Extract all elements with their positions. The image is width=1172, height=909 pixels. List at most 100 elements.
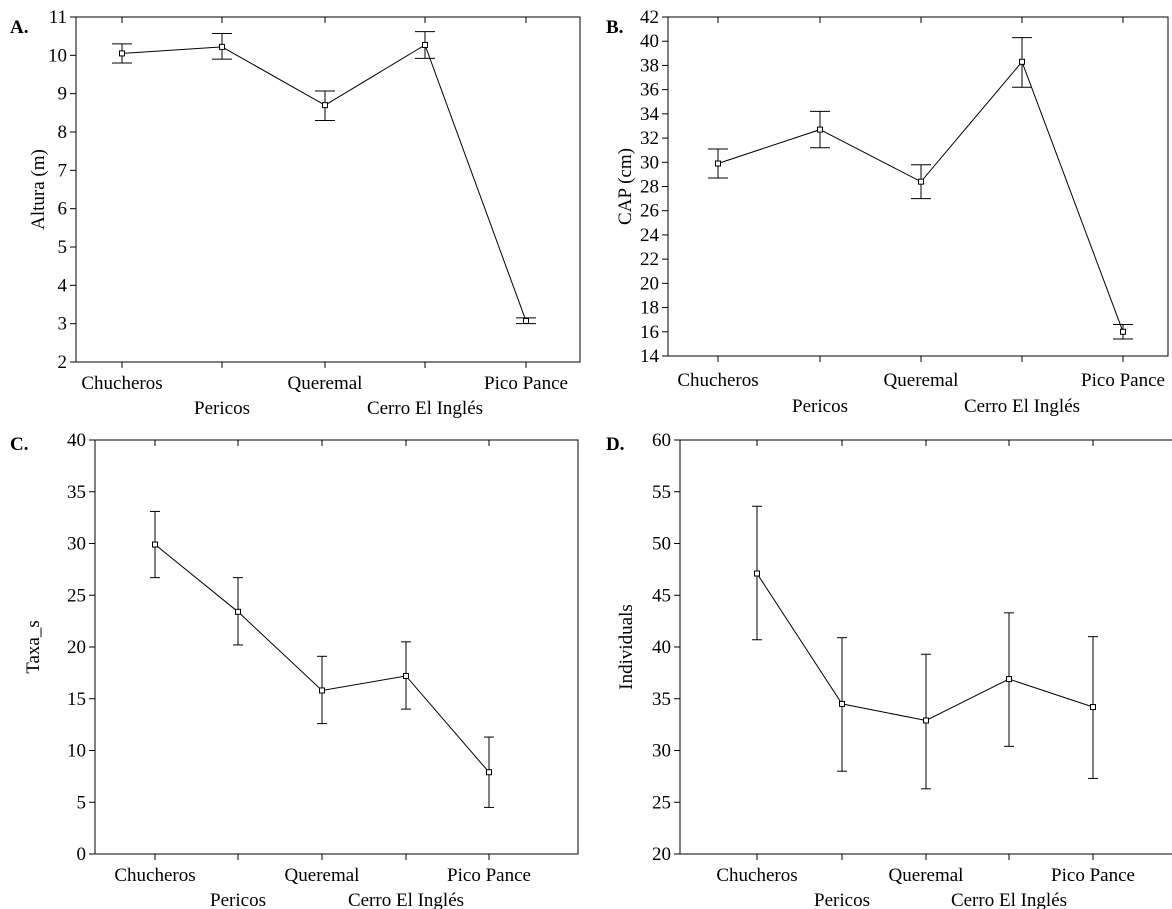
- y-tick-label: 30: [652, 741, 671, 762]
- y-tick-label: 25: [652, 792, 671, 813]
- y-tick-label: 40: [652, 637, 671, 658]
- y-tick-label: 34: [640, 104, 660, 125]
- x-category-label: Cerro El Inglés: [964, 396, 1080, 417]
- x-category-label: Cerro El Inglés: [367, 398, 483, 419]
- y-axis-title: Taxa_s: [23, 620, 44, 674]
- x-category-label: Chucheros: [114, 865, 195, 886]
- x-category-label: Cerro El Inglés: [348, 890, 464, 909]
- x-category-label: Cerro El Inglés: [951, 890, 1067, 909]
- y-tick-label: 35: [67, 482, 86, 503]
- y-tick-label: 10: [67, 741, 86, 762]
- y-tick-label: 50: [652, 534, 671, 555]
- y-tick-label: 40: [67, 430, 86, 451]
- data-point: [486, 769, 492, 776]
- y-tick-label: 35: [652, 689, 671, 710]
- x-category-label: Queremal: [889, 865, 964, 886]
- data-point: [1090, 704, 1096, 711]
- plot-frame: [679, 439, 1172, 855]
- chart-panel-1: A. 2 3 4 5 6 7 8 9 10 11 Chucheros Pericos QueremalCe…: [10, 7, 581, 419]
- y-tick-label: 20: [652, 844, 671, 865]
- y-tick-label: 14: [640, 346, 660, 367]
- panel-letter: D.: [606, 434, 624, 455]
- y-tick-label: 45: [652, 585, 671, 606]
- y-tick-label: 20: [67, 637, 86, 658]
- y-tick-label: 18: [640, 298, 659, 319]
- data-point: [322, 102, 328, 109]
- series-line: [756, 573, 1094, 722]
- y-axis-title: Altura (m): [28, 149, 49, 230]
- x-category-label: Queremal: [285, 865, 360, 886]
- y-tick-label: 22: [640, 249, 659, 270]
- y-tick-label: 42: [640, 7, 659, 28]
- y-tick-label: 40: [640, 31, 659, 52]
- x-category-label: Pericos: [194, 398, 250, 419]
- x-category-label: Pericos: [814, 890, 870, 909]
- data-point: [1006, 676, 1012, 683]
- y-tick-label: 5: [58, 237, 68, 258]
- x-category-label: Pico Pance: [1081, 370, 1165, 391]
- x-category-label: Queremal: [884, 370, 959, 391]
- y-tick-label: 6: [58, 199, 68, 220]
- x-category-label: Queremal: [288, 373, 363, 394]
- data-point: [403, 672, 409, 679]
- y-tick-label: 2: [58, 352, 68, 373]
- data-point: [219, 43, 225, 50]
- data-point: [839, 700, 845, 707]
- y-tick-label: 16: [640, 322, 659, 343]
- chart-panel-3: C. 0 5 10 15 20 25 30 35 40 Chucheros Pericos Querem…: [10, 430, 579, 909]
- y-tick-label: 11: [49, 7, 67, 28]
- y-tick-label: 28: [640, 177, 659, 198]
- y-tick-label: 55: [652, 482, 671, 503]
- y-tick-label: 60: [652, 430, 671, 451]
- y-tick-label: 7: [58, 160, 68, 181]
- chart-panel-4: D. 20 25 30 35 40 45 50 55 60 Chucheros Pericos Quer…: [606, 430, 1172, 909]
- data-point: [754, 570, 760, 577]
- y-axis-title: CAP (cm): [615, 148, 636, 225]
- data-point: [319, 687, 325, 694]
- y-tick-label: 10: [48, 45, 67, 66]
- y-tick-label: 3: [58, 314, 68, 335]
- data-point: [235, 608, 241, 615]
- y-tick-label: 15: [67, 689, 86, 710]
- y-tick-label: 30: [640, 152, 659, 173]
- y-tick-label: 26: [640, 201, 659, 222]
- y-axis-title: Individuals: [616, 604, 637, 690]
- y-tick-label: 4: [58, 275, 68, 296]
- y-tick-label: 38: [640, 55, 659, 76]
- panel-letter: A.: [10, 17, 28, 38]
- x-category-label: Pico Pance: [1051, 865, 1135, 886]
- data-point: [715, 160, 721, 167]
- y-tick-label: 9: [58, 84, 68, 105]
- plot-frame: [94, 439, 579, 855]
- y-tick-label: 24: [640, 225, 660, 246]
- y-tick-label: 25: [67, 585, 86, 606]
- y-tick-label: 32: [640, 128, 659, 149]
- x-category-label: Chucheros: [716, 865, 797, 886]
- y-tick-label: 20: [640, 273, 659, 294]
- x-category-label: Pico Pance: [447, 865, 531, 886]
- data-point: [817, 126, 823, 133]
- x-category-label: Pico Pance: [484, 373, 568, 394]
- y-tick-label: 0: [77, 844, 87, 865]
- data-point: [1120, 328, 1126, 335]
- x-category-label: Pericos: [792, 396, 848, 417]
- plot-frame: [75, 16, 581, 363]
- x-category-label: Chucheros: [81, 373, 162, 394]
- chart-panel-2: B. 14 16 18 20 22 24 26 28 30 32 34 36 38 40 42 Chuchero…: [606, 7, 1169, 417]
- plot-frame: [667, 16, 1169, 357]
- y-tick-label: 5: [77, 792, 87, 813]
- data-point: [152, 541, 158, 548]
- data-point: [1019, 58, 1025, 65]
- data-point: [422, 41, 428, 48]
- data-point: [918, 178, 924, 185]
- y-tick-label: 30: [67, 534, 86, 555]
- y-tick-label: 8: [58, 122, 68, 143]
- panel-letter: C.: [10, 434, 28, 455]
- data-point: [923, 717, 929, 724]
- data-point: [119, 50, 125, 57]
- x-category-label: Pericos: [210, 890, 266, 909]
- y-tick-label: 36: [640, 80, 659, 101]
- series-line: [121, 44, 527, 322]
- panel-letter: B.: [606, 17, 623, 38]
